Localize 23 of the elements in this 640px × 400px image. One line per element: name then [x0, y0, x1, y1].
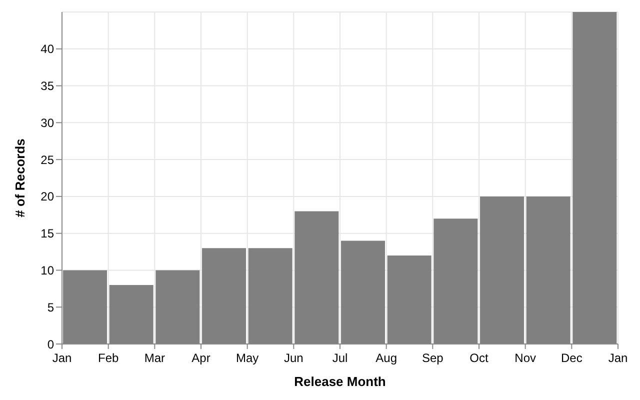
x-tick-label: Sep [422, 351, 444, 365]
y-axis-title: # of Records [12, 138, 28, 218]
x-tick-label: Feb [98, 351, 119, 365]
x-tick-label: Mar [144, 351, 166, 365]
y-tick-label: 10 [40, 263, 54, 278]
y-tick-label: 15 [40, 226, 54, 241]
y-tick-label: 25 [40, 152, 54, 167]
y-tick-label: 40 [40, 42, 54, 56]
x-tick-label: Dec [560, 351, 582, 365]
x-tick-label: May [236, 351, 259, 365]
x-tick-label: Jul [332, 351, 348, 365]
y-tick-label: 0 [47, 337, 54, 352]
x-tick-label: Jan [52, 351, 72, 365]
x-tick-label: Oct [470, 351, 489, 365]
y-tick-label: 20 [40, 190, 54, 204]
x-tick-label: Nov [514, 351, 536, 365]
x-tick-label: Jun [284, 351, 304, 365]
y-tick-label: 5 [47, 300, 54, 314]
y-tick-label: 35 [40, 79, 54, 94]
x-tick-label: Apr [192, 351, 210, 365]
x-axis-title: Release Month [294, 374, 386, 389]
x-tick-label: Aug [376, 351, 398, 365]
y-tick-label: 30 [40, 116, 54, 130]
